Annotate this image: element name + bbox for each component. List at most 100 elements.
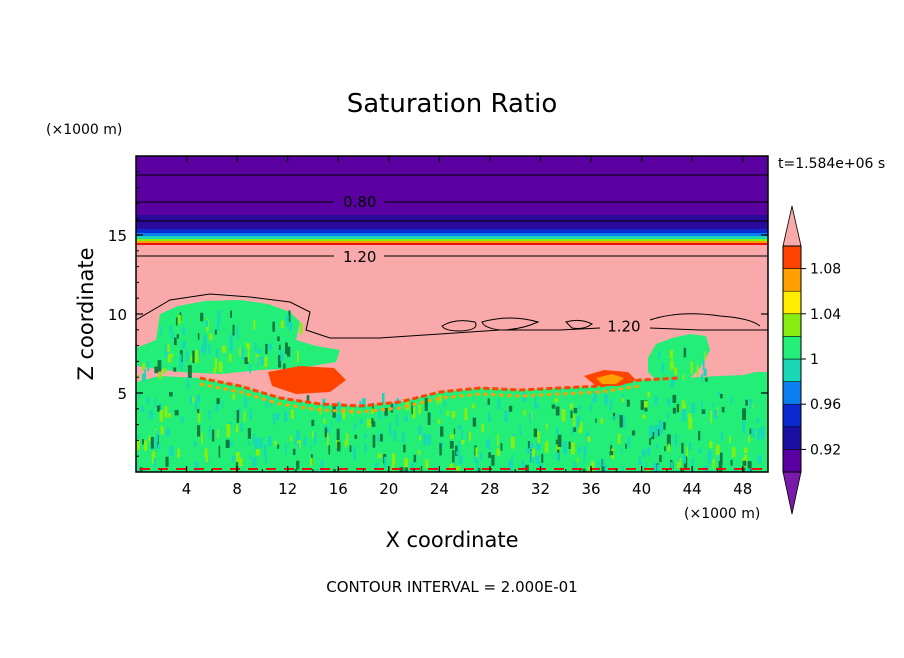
saturation-field	[136, 156, 768, 472]
field-speckle	[587, 466, 591, 472]
field-speckle	[216, 398, 220, 405]
field-speckle	[487, 398, 490, 405]
orange-patch-right	[596, 374, 624, 384]
field-speckle	[372, 434, 376, 448]
field-speckle	[181, 341, 186, 349]
field-speckle	[254, 342, 257, 352]
field-speckle	[175, 317, 178, 326]
field-speckle	[686, 446, 688, 457]
field-speckle	[586, 436, 591, 442]
field-speckle	[747, 461, 752, 472]
field-speckle	[710, 411, 712, 424]
field-speckle	[393, 404, 398, 410]
field-speckle	[296, 430, 300, 441]
x-tick-label: 8	[232, 480, 242, 498]
field-speckle	[143, 469, 147, 472]
field-speckle	[371, 408, 374, 415]
field-speckle	[359, 400, 362, 406]
field-speckle	[303, 437, 307, 446]
field-speckle	[583, 446, 587, 455]
field-speckle	[247, 343, 250, 350]
field-speckle	[555, 439, 560, 445]
field-speckle	[315, 468, 318, 472]
field-speckle	[285, 314, 289, 327]
field-speckle	[257, 349, 262, 354]
field-speckle	[155, 430, 159, 442]
field-speckle	[306, 395, 310, 403]
field-speckle	[231, 455, 236, 462]
field-speckle	[667, 398, 671, 407]
field-speckle	[642, 414, 646, 419]
field-speckle	[263, 356, 268, 368]
field-speckle	[654, 396, 658, 406]
field-speckle	[491, 455, 495, 466]
field-speckle	[715, 449, 720, 454]
field-speckle	[683, 403, 686, 408]
field-speckle	[239, 457, 243, 467]
field-speckle	[472, 417, 477, 427]
field-speckle	[141, 406, 144, 412]
field-speckle	[236, 410, 240, 423]
cloud-top-red-band	[199, 376, 681, 408]
field-speckle	[236, 326, 239, 339]
field-speckle	[458, 440, 461, 453]
field-speckle	[596, 460, 600, 470]
field-speckle	[218, 445, 221, 458]
field-speckle	[682, 410, 686, 418]
field-speckle	[392, 453, 396, 465]
colorbar-segment	[782, 313, 802, 337]
field-speckle	[401, 432, 405, 443]
field-speckle	[536, 455, 540, 464]
y-tick-label: 5	[117, 385, 127, 403]
field-speckle	[291, 409, 294, 419]
field-speckle	[168, 412, 172, 418]
field-speckle	[626, 399, 630, 407]
field-speckle	[669, 350, 674, 360]
field-speckle	[670, 378, 675, 388]
field-speckle	[160, 425, 163, 434]
field-speckle	[177, 315, 181, 324]
field-speckle	[353, 446, 356, 460]
field-speckle	[405, 398, 410, 411]
field-speckle	[247, 440, 250, 446]
field-speckle	[690, 361, 693, 374]
field-speckle	[384, 456, 387, 468]
field-speckle	[338, 414, 342, 421]
field-speckle	[508, 460, 512, 471]
field-speckle	[757, 455, 762, 464]
field-speckle	[313, 432, 317, 445]
field-speckle	[574, 462, 577, 472]
field-speckle	[593, 392, 597, 401]
field-speckle	[571, 427, 574, 436]
field-speckle	[336, 414, 339, 423]
field-speckle	[674, 367, 678, 376]
field-speckle	[476, 461, 479, 472]
field-speckle	[571, 442, 575, 455]
field-speckle	[508, 405, 513, 412]
tropopause-band-1	[136, 229, 768, 233]
field-speckle	[344, 440, 347, 448]
field-speckle	[218, 361, 223, 373]
field-speckle	[646, 469, 650, 472]
field-speckle	[658, 350, 661, 359]
field-speckle	[666, 434, 671, 447]
field-speckle	[249, 455, 252, 460]
field-speckle	[510, 436, 515, 449]
field-speckle	[412, 407, 416, 419]
field-speckle	[537, 434, 541, 444]
field-speckle	[609, 398, 613, 410]
field-speckle	[165, 456, 169, 467]
field-speckle	[424, 398, 428, 411]
field-speckle	[563, 441, 567, 455]
field-speckle	[568, 441, 571, 449]
field-speckle	[265, 344, 268, 354]
field-speckle	[230, 441, 234, 447]
field-speckle	[194, 461, 199, 472]
field-speckle	[283, 363, 286, 372]
field-speckle	[388, 422, 391, 436]
field-speckle	[617, 433, 621, 445]
field-speckle	[162, 368, 167, 374]
field-speckle	[201, 345, 205, 352]
contour-label: 1.20	[607, 318, 640, 336]
field-speckle	[179, 354, 182, 367]
